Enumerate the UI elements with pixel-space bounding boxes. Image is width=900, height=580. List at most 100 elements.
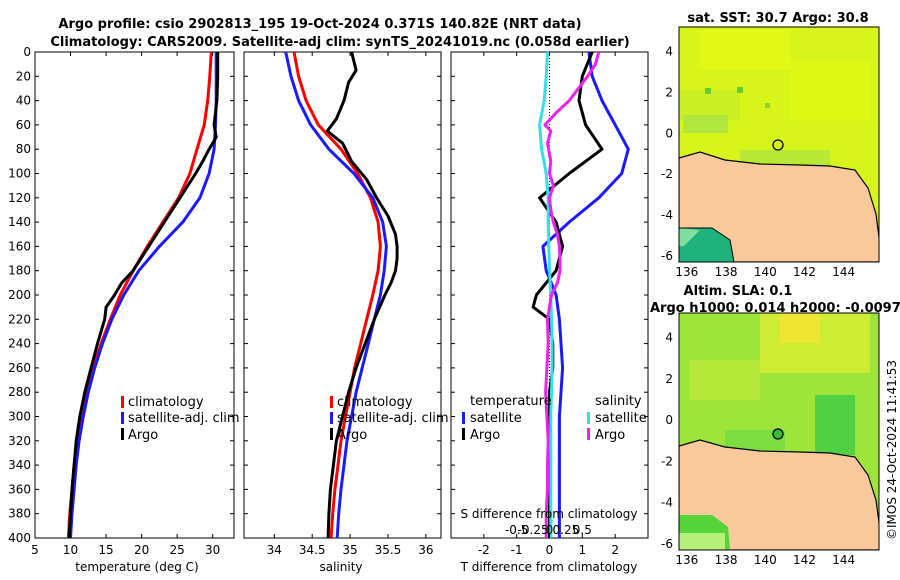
legend-t-argo-label: Argo <box>470 428 500 443</box>
map-y-tick-label: -4 <box>661 496 673 510</box>
salinity-legend: climatology satellite-adj. clim Argo <box>330 395 449 443</box>
side-label: ©IMOS 24-Oct-2024 11:41:53 <box>885 360 899 540</box>
legend-climatology-label: climatology <box>337 395 413 410</box>
y-tick-label: 200 <box>8 288 31 302</box>
s-diff-tick-label: 0.5 <box>573 523 592 537</box>
x-tick-label: 36 <box>418 543 433 557</box>
x-tick-label: 34 <box>267 543 282 557</box>
x-tick-label: 15 <box>98 543 113 557</box>
x-tick-label: 35.5 <box>375 543 402 557</box>
difference-plot <box>531 52 630 538</box>
map-y-tick-label: 0 <box>665 126 673 140</box>
legend-satellite-swatch <box>121 412 124 424</box>
sst-map-title: sat. SST: 30.7 Argo: 30.8 <box>687 11 868 26</box>
legend-satellite-swatch <box>330 412 333 424</box>
y-tick-label: 380 <box>8 507 31 521</box>
map-x-tick-label: 138 <box>715 553 738 567</box>
legend-argo-label: Argo <box>337 428 367 443</box>
legend-climatology-label: climatology <box>128 395 204 410</box>
y-tick-label: 100 <box>8 167 31 181</box>
sla-map-frame <box>678 312 880 551</box>
map-x-tick-label: 140 <box>754 265 777 279</box>
difference-xlabel: T difference from climatology <box>460 560 638 574</box>
legend-temperature-title: temperature <box>470 394 552 409</box>
series-salinity-argo <box>543 52 601 538</box>
temperature-xlabel: temperature (deg C) <box>75 560 198 574</box>
sla-patch <box>690 360 760 400</box>
map-y-tick-label: 4 <box>665 331 673 345</box>
sla-sea-bottom-left-light <box>679 533 725 550</box>
s-diff-tick-label: 0.25 <box>553 523 580 537</box>
map-x-tick-label: 140 <box>754 553 777 567</box>
sla-map-title: Altim. SLA: 0.1 <box>684 284 793 299</box>
legend-satellite-label: satellite-adj. clim <box>337 411 449 426</box>
argo-position-marker <box>772 139 784 151</box>
salinity-axes <box>243 51 442 539</box>
map-y-tick-label: 2 <box>665 372 673 386</box>
y-tick-label: 120 <box>8 191 31 205</box>
legend-s-satellite-swatch <box>587 412 590 424</box>
sst-map-frame <box>678 26 880 263</box>
map-y-tick-label: -6 <box>661 537 673 551</box>
map-y-tick-label: -2 <box>661 167 673 181</box>
y-tick-label: 220 <box>8 312 31 326</box>
map-x-tick-label: 142 <box>793 553 816 567</box>
sst-land <box>679 151 879 262</box>
argo-position-marker <box>772 428 784 440</box>
x-tick-label: -2 <box>478 543 490 557</box>
salinity-xlabel: salinity <box>319 560 362 574</box>
x-tick-label: 1 <box>579 543 587 557</box>
x-tick-label: 20 <box>134 543 149 557</box>
y-tick-label: 260 <box>8 361 31 375</box>
s-diff-tick-label: 0 <box>546 523 554 537</box>
y-tick-label: 360 <box>8 482 31 496</box>
legend-t-satellite-swatch <box>462 412 465 424</box>
x-tick-label: 25 <box>170 543 185 557</box>
sst-pixel <box>737 87 743 93</box>
sla-map-subtitle: Argo h1000: 0.014 h2000: -0.0097 <box>650 301 900 316</box>
map-x-tick-label: 144 <box>832 265 855 279</box>
legend-s-argo-swatch <box>587 428 590 440</box>
sla-land <box>679 439 879 550</box>
axis-ticks: 5 10 15 20 25 3002040608010012014016018020022… <box>8 45 855 567</box>
map-x-tick-label: 136 <box>675 265 698 279</box>
difference-legend: temperature salinity satellite Argo sate… <box>462 394 647 443</box>
map-y-tick-label: -2 <box>661 454 673 468</box>
legend-s-argo-label: Argo <box>595 428 625 443</box>
sla-map <box>679 313 879 550</box>
x-tick-label: 30 <box>205 543 220 557</box>
sla-patch-low <box>815 395 855 455</box>
map-x-tick-label: 138 <box>715 265 738 279</box>
map-y-tick-label: -6 <box>661 249 673 263</box>
sst-pixel <box>765 103 770 108</box>
temperature-plot <box>66 52 220 538</box>
map-y-tick-label: 4 <box>665 45 673 59</box>
sla-patch <box>780 313 820 343</box>
map-y-tick-label: 0 <box>665 413 673 427</box>
y-tick-label: 60 <box>16 118 31 132</box>
series-argo <box>325 52 399 538</box>
s-difference-label: S difference from climatology <box>461 507 638 521</box>
figure-title-line1: Argo profile: csio 2902813_195 19-Oct-20… <box>58 17 581 32</box>
y-tick-label: 40 <box>16 94 31 108</box>
legend-t-satellite-label: satellite <box>470 411 522 426</box>
x-tick-label: 35 <box>342 543 357 557</box>
legend-s-satellite-label: satellite <box>595 411 647 426</box>
series-argo <box>67 52 220 538</box>
map-x-tick-label: 136 <box>675 553 698 567</box>
temperature-legend: climatology satellite-adj. clim Argo <box>121 395 240 443</box>
legend-argo-label: Argo <box>128 428 158 443</box>
y-tick-label: 240 <box>8 337 31 351</box>
legend-salinity-title: salinity <box>595 394 642 409</box>
series-satellite-adj-clim <box>284 52 388 538</box>
sst-pixel <box>705 88 711 94</box>
series-climatology <box>292 52 382 538</box>
sst-coastline <box>679 227 735 262</box>
y-tick-label: 340 <box>8 458 31 472</box>
y-tick-label: 400 <box>8 531 31 545</box>
legend-t-argo-swatch <box>462 428 465 440</box>
x-tick-label: 2 <box>611 543 619 557</box>
map-y-tick-label: -4 <box>661 208 673 222</box>
sst-patch-cool <box>683 115 728 133</box>
x-tick-label: 5 <box>31 543 39 557</box>
